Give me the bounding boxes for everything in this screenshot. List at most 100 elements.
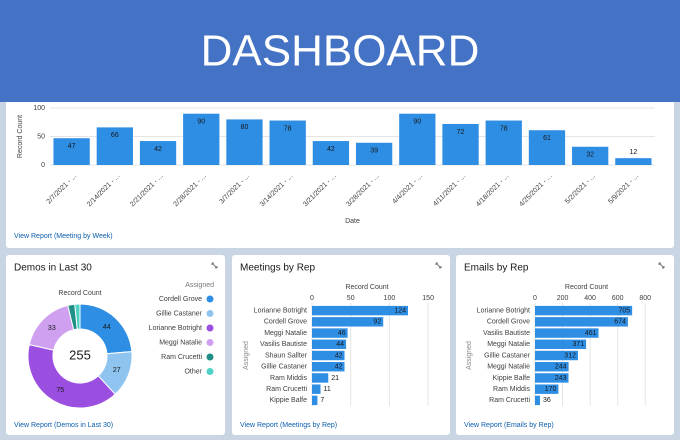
report-link[interactable]: View Report (Demos in Last 30) [14,422,113,429]
value-label: 42 [335,352,343,359]
value-label: 705 [618,307,630,314]
bar [96,127,133,165]
y-tick-label: Kippie Balfe [493,375,530,382]
legend-swatch [206,324,214,332]
value-label: 44 [103,324,111,331]
y-tick-label: Meggi Natalie [264,330,307,337]
bar [535,362,569,372]
y-tick-label: Gillie Castaner [484,352,531,359]
bar [312,350,345,361]
value-label: 7 [320,397,324,404]
bar [312,141,350,165]
x-tick-label: 200 [557,295,569,302]
y-tick-label: Vasilis Bautiste [260,341,307,348]
x-axis-label: Record Count [345,284,388,291]
value-label: 243 [555,375,567,382]
bar [572,146,609,165]
x-axis-label: Date [345,218,360,225]
expand-icon[interactable] [435,262,442,269]
value-label: 244 [555,364,567,371]
bar [312,328,348,338]
y-tick-label: Lorianne Botright [254,307,307,314]
x-tick-label: 400 [584,295,596,302]
value-label: 80 [241,124,249,131]
report-link[interactable]: View Report (Meetings by Rep) [240,422,337,429]
value-label: 39 [370,148,378,155]
panel-title: Emails by Rep [464,263,529,274]
expand-icons [211,262,665,269]
bar [53,138,90,165]
bar [269,120,306,165]
y-tick-label: 50 [37,133,45,140]
value-label: 461 [585,330,597,337]
bar [535,350,578,361]
value-label: 27 [113,367,121,374]
value-label: 78 [500,125,508,132]
bar [183,113,220,165]
bar [615,158,652,165]
y-tick-label: Meggi Natalie [487,341,530,348]
value-label: 312 [564,352,576,359]
y-tick-label: Shaun Sallter [265,352,308,359]
legend-label: Other [184,368,202,375]
y-tick-label: Cordell Grove [487,319,530,326]
value-label: 170 [545,386,557,393]
x-tick-label: 800 [639,295,651,302]
report-link[interactable]: View Report (Meeting by Week) [14,233,113,240]
bar [312,373,329,383]
legend-label: Cordell Grove [159,296,202,303]
value-label: 47 [68,143,76,150]
bar [312,305,408,316]
y-axis-label: Assigned [466,341,473,370]
legend-label: Ram Crucetti [161,354,202,361]
value-label: 92 [373,319,381,326]
value-label: 90 [413,119,421,126]
value-label: 66 [111,132,119,139]
value-label: 674 [614,319,626,326]
value-label: 371 [572,341,584,348]
bar [355,142,393,165]
bar [535,317,628,327]
value-label: 12 [629,149,637,156]
y-tick-label: Kippie Balfe [270,397,307,404]
y-tick-label: Ram Middis [493,386,530,393]
legend-swatch [206,295,214,303]
x-tick-label: 600 [612,295,624,302]
bar [442,123,479,165]
y-axis-label: Assigned [243,341,250,370]
x-tick-label: 150 [422,295,434,302]
value-label: 42 [154,146,162,153]
report-link[interactable]: View Report (Emails by Rep) [464,422,554,429]
legend-swatch [206,353,214,361]
value-label: 32 [586,152,594,159]
y-tick-label: Ram Crucetti [266,386,307,393]
legend-label: Meggi Natalie [159,339,202,346]
donut-total: 255 [69,347,91,362]
bar [312,339,347,349]
expand-icon[interactable] [211,262,218,269]
y-tick-label: Meggi Natalie [487,364,530,371]
expand-icon[interactable] [658,262,665,269]
bar [312,317,384,327]
legend-swatch [206,368,214,375]
donut-segment [27,344,116,409]
value-label: 90 [197,119,205,126]
y-tick-label: Ram Middis [270,375,307,382]
bar [139,141,177,165]
value-label: 36 [543,397,551,404]
value-label: 42 [335,364,343,371]
bar [485,120,522,165]
value-label: 33 [48,325,56,332]
bar [535,328,599,338]
legend-swatch [206,339,214,346]
y-tick-label: 100 [33,105,45,112]
value-label: 11 [324,386,331,393]
value-label: 124 [394,307,406,314]
y-tick-label: Vasilis Bautiste [483,330,530,337]
x-tick-label: 100 [384,295,396,302]
y-tick-label: Lorianne Botright [477,307,530,314]
y-tick-label: Cordell Grove [264,319,307,326]
bar [535,339,587,349]
y-axis-label: Record Count [17,115,24,158]
